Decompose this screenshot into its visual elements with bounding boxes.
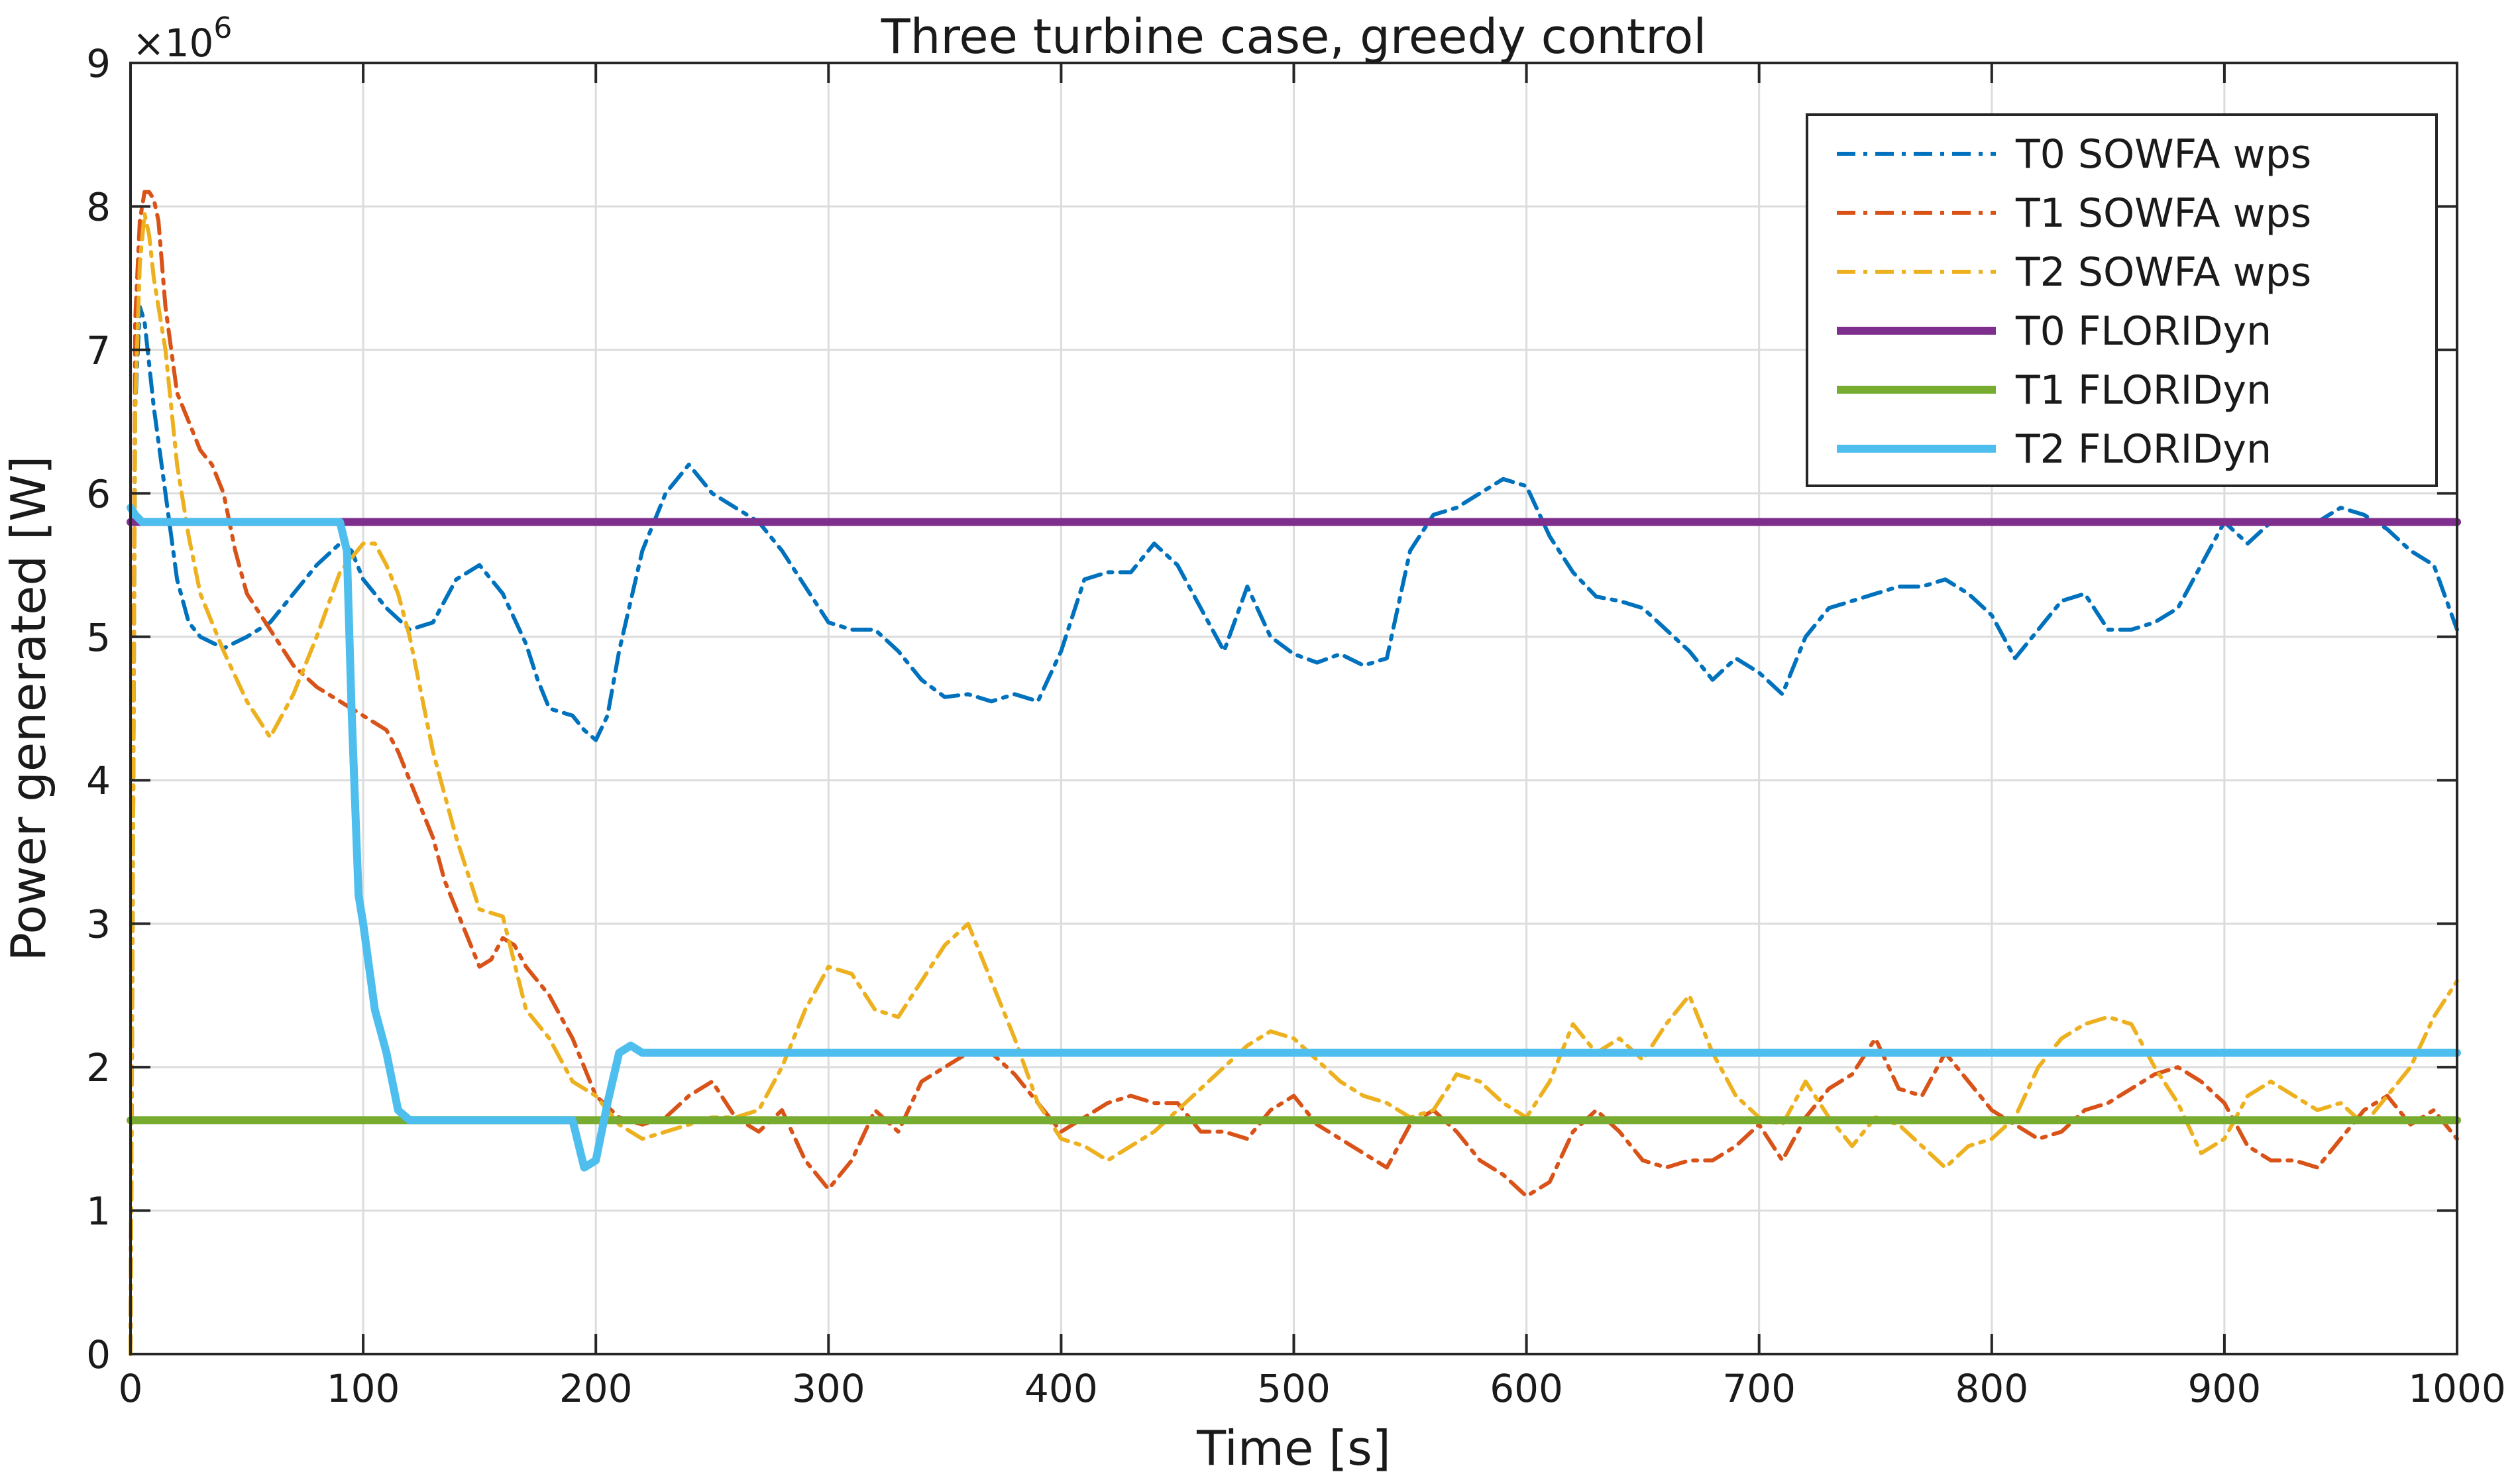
legend-label: T0 FLORIDyn bbox=[2015, 308, 2272, 355]
y-tick-label: 2 bbox=[86, 1045, 111, 1090]
ticks: 0 100 200 300 400 500 600 700 800 900 1000 0 1 2 3 4 5 6 7… bbox=[86, 41, 2506, 1411]
series-line-0 bbox=[129, 305, 2459, 1356]
series-line-2 bbox=[129, 211, 2459, 1356]
legend-label: T2 FLORIDyn bbox=[2015, 426, 2272, 473]
y-axis-exponent: ×106 bbox=[133, 11, 232, 66]
y-tick-label: 1 bbox=[86, 1189, 111, 1234]
x-axis-label: Time [s] bbox=[1196, 1420, 1391, 1476]
legend-label: T1 FLORIDyn bbox=[2015, 367, 2272, 414]
x-tick-label: 1000 bbox=[2408, 1366, 2506, 1411]
x-tick-label: 800 bbox=[1955, 1366, 2028, 1411]
y-tick-label: 4 bbox=[86, 758, 111, 803]
x-tick-label: 700 bbox=[1722, 1366, 1796, 1411]
x-tick-label: 400 bbox=[1024, 1366, 1098, 1411]
chart-title: Three turbine case, greedy control bbox=[881, 9, 1706, 64]
y-tick-label: 0 bbox=[86, 1332, 111, 1377]
y-axis-label: Power generated [W] bbox=[1, 456, 56, 962]
x-tick-label: 0 bbox=[119, 1366, 143, 1411]
y-tick-label: 5 bbox=[86, 615, 111, 660]
y-tick-label: 8 bbox=[86, 184, 111, 229]
y-tick-label: 7 bbox=[86, 328, 111, 373]
legend-label: T0 SOWFA wps bbox=[2015, 131, 2311, 178]
y-tick-label: 6 bbox=[86, 471, 111, 516]
legend-box bbox=[1806, 113, 2438, 487]
legend-label: T1 SOWFA wps bbox=[2015, 190, 2311, 237]
legend-label: T2 SOWFA wps bbox=[2015, 249, 2311, 296]
series-line-5 bbox=[127, 504, 2461, 1172]
legend: T0 SOWFA wps T1 SOWFA wps T2 SOWFA wps T0 F… bbox=[1806, 113, 2438, 487]
y-axis-exponent-power: 6 bbox=[213, 11, 232, 45]
x-tick-label: 300 bbox=[792, 1366, 865, 1411]
x-tick-label: 500 bbox=[1257, 1366, 1331, 1411]
x-tick-label: 600 bbox=[1490, 1366, 1563, 1411]
y-tick-label: 3 bbox=[86, 902, 111, 947]
x-tick-label: 100 bbox=[327, 1366, 400, 1411]
y-axis-exponent-base: ×10 bbox=[133, 21, 213, 66]
series-lines bbox=[127, 190, 2461, 1356]
x-tick-label: 900 bbox=[2188, 1366, 2262, 1411]
x-tick-label: 200 bbox=[559, 1366, 633, 1411]
y-tick-label: 9 bbox=[86, 41, 111, 86]
